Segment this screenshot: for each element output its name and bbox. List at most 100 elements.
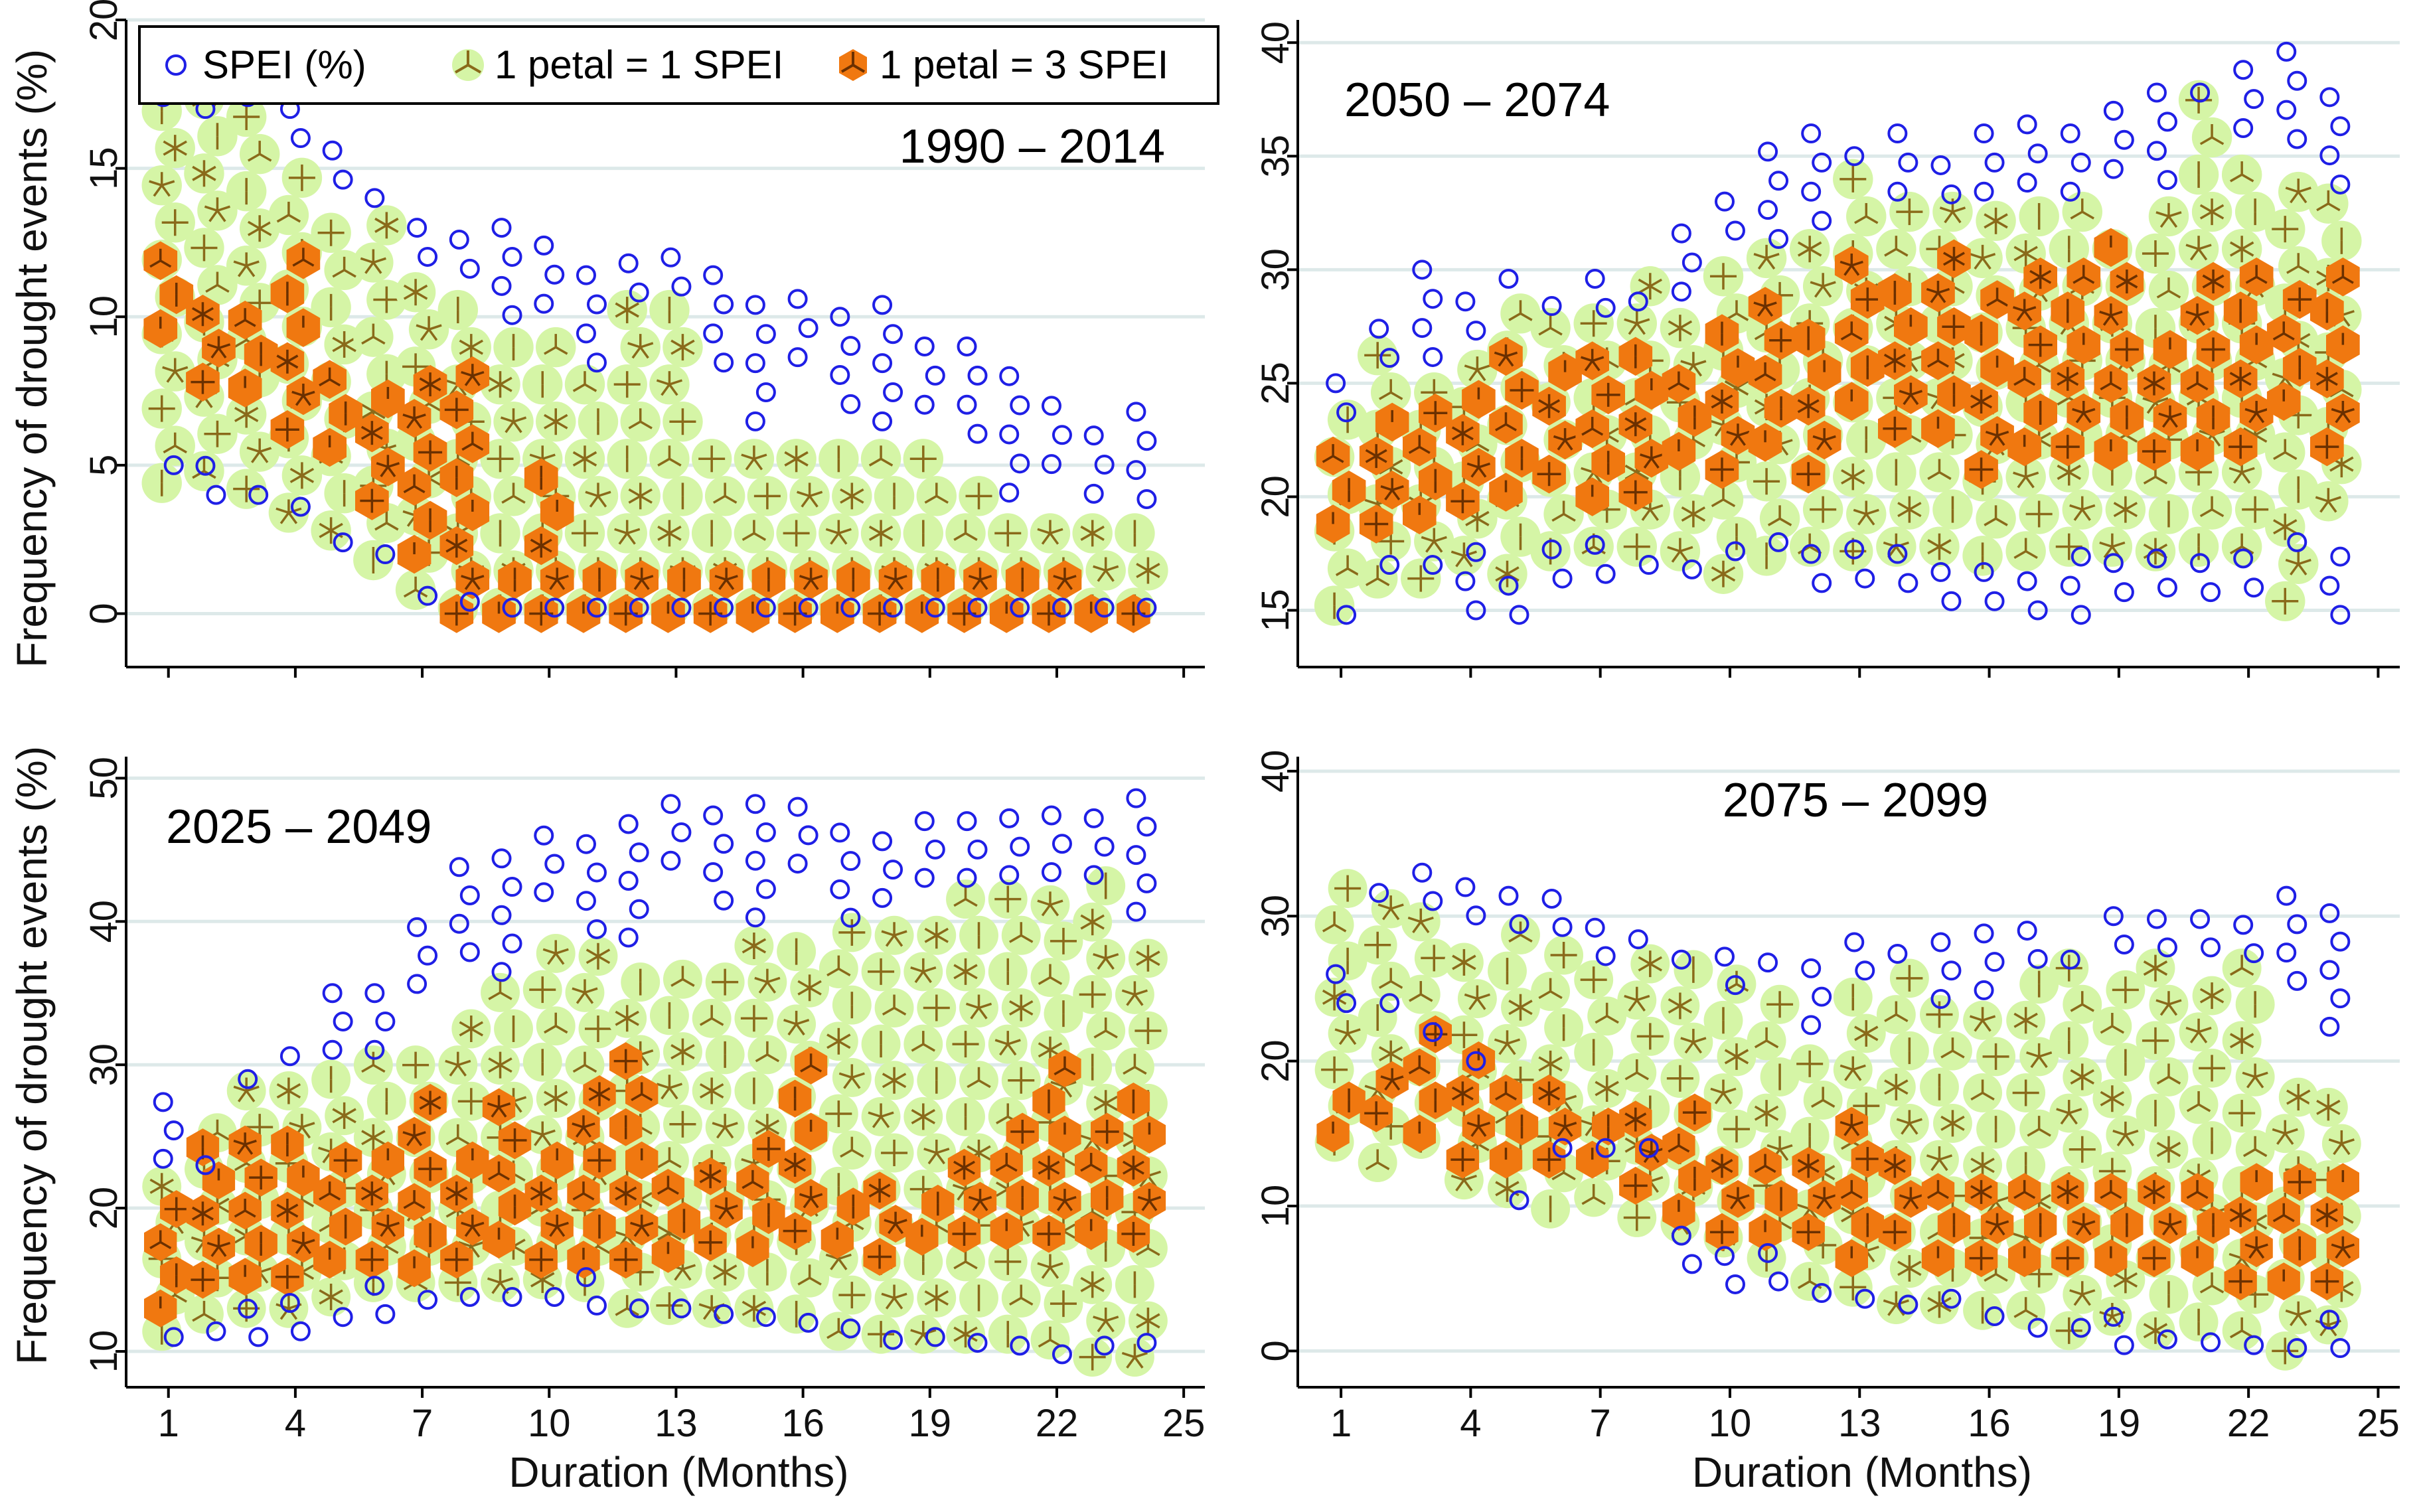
sunflower-dense-petal <box>641 579 650 590</box>
sunflower-light-petal <box>1433 540 1443 553</box>
sunflower-light-petal <box>459 346 472 355</box>
sunflower-light-petal <box>1476 443 1490 452</box>
sunflower-light-petal <box>1136 950 1149 960</box>
sunflower-dense-petal <box>2229 372 2242 380</box>
sunflower-dense-petal <box>2169 412 2182 419</box>
sunflower-dense <box>1850 348 1885 387</box>
sunflower-dense-petal <box>2013 306 2025 313</box>
sunflower-light <box>705 1107 745 1147</box>
sunflower-dense <box>2239 393 2274 433</box>
sunflower-dense-petal <box>1764 305 1774 317</box>
sunflower-dense-petal <box>2153 382 2165 391</box>
spei-point <box>629 282 649 303</box>
spei-point <box>502 305 522 325</box>
sunflower-light-petal <box>668 379 682 386</box>
sunflower-light <box>2148 196 2189 237</box>
sunflower-dense-petal <box>1498 355 1507 367</box>
sunflower-dense-petal <box>556 579 566 590</box>
sunflower-light-petal <box>922 970 932 984</box>
sunflower-dense-hex <box>1834 382 1869 421</box>
sunflower-light-petal <box>544 1091 557 1100</box>
sunflower-light <box>239 133 280 175</box>
sunflower-dense-petal <box>430 383 441 392</box>
sunflower-light <box>832 476 872 516</box>
sunflower-light-petal <box>850 1077 861 1089</box>
sunflower-light-petal <box>1136 957 1149 966</box>
sunflower-dense-petal <box>202 1212 214 1221</box>
sunflower-light-petal <box>1852 469 1865 478</box>
sunflower-light <box>1573 526 1614 567</box>
sunflower-light-petal <box>657 1225 670 1235</box>
sunflower-dense-petal <box>287 354 299 363</box>
spei-point <box>703 265 724 285</box>
sunflower-dense-hex <box>1807 352 1841 392</box>
sunflower-light-petal <box>234 339 248 348</box>
sunflower-dense-petal <box>210 1246 220 1257</box>
spei-point <box>703 323 724 344</box>
sunflower-light-petal <box>1041 1266 1052 1279</box>
sunflower-light <box>1746 536 1787 576</box>
spei-point <box>1812 210 1832 231</box>
sunflower-light-petal <box>1133 994 1144 1006</box>
sunflower-dense-petal <box>1764 301 1777 308</box>
spei-point <box>1714 191 1735 212</box>
sunflower-light-petal <box>1147 1170 1161 1177</box>
sunflower-light-petal <box>1897 502 1911 511</box>
sunflower-light-petal <box>597 491 611 498</box>
spei-point <box>1094 597 1115 618</box>
sunflower-light <box>536 933 576 973</box>
sunflower-light <box>607 364 647 405</box>
sunflower-dense <box>2023 325 2057 364</box>
sunflower-light-petal <box>826 968 840 977</box>
sunflower-light-petal <box>668 384 678 396</box>
sunflower-light-petal <box>766 981 777 994</box>
sunflower-light-petal <box>1126 994 1136 1006</box>
sunflower-dense-hex <box>2266 382 2301 421</box>
sunflower-light-petal <box>668 1232 682 1241</box>
sunflower-light-petal <box>2284 526 2298 535</box>
spei-point <box>1541 296 1562 317</box>
sunflower-light-petal <box>851 1149 864 1158</box>
sunflower-light-petal <box>924 934 937 943</box>
sunflower-light-petal <box>1551 512 1565 522</box>
period-label-p2050: 2050 – 2074 <box>1344 74 1610 127</box>
spei-point <box>840 597 861 618</box>
sunflower-light-petal <box>953 1326 967 1335</box>
sunflower-light-petal <box>576 992 586 1004</box>
sunflower-dense-petal <box>884 575 896 581</box>
sunflower-light-petal <box>826 1040 840 1049</box>
sunflower-light-petal <box>216 1197 230 1207</box>
spei-point <box>1423 555 1443 575</box>
spei-point <box>629 597 649 618</box>
sunflower-light-petal <box>1549 327 1563 336</box>
sunflower-light <box>946 952 985 992</box>
sunflower-light-petal <box>670 1051 684 1060</box>
sunflower-light <box>649 364 690 405</box>
sunflower-light-petal <box>914 1333 925 1346</box>
spei-point <box>967 423 988 444</box>
sunflower-light <box>155 425 195 466</box>
sunflower-dense-petal <box>1548 405 1561 414</box>
sunflower-dense <box>1748 423 1782 462</box>
sunflower-dense-petal <box>2029 269 2041 278</box>
sunflower-light-petal <box>1508 312 1522 321</box>
sunflower-light <box>353 540 394 581</box>
sunflower-dense <box>2094 228 2128 267</box>
sunflower-light-petal <box>1857 513 1867 526</box>
sunflower-dense <box>625 560 659 599</box>
sunflower-light-petal <box>670 346 684 355</box>
sunflower-light-petal <box>1711 573 1724 582</box>
sunflower-light-petal <box>1970 253 1984 260</box>
y-tick-label-p1990-2: 10 <box>82 295 125 339</box>
sunflower-light-petal <box>204 205 218 212</box>
spei-point <box>1010 395 1030 416</box>
sunflower-light <box>705 962 745 1002</box>
sunflower-dense-petal <box>2116 274 2128 283</box>
spei-point <box>2276 100 2297 120</box>
sunflower-light-petal <box>1723 573 1736 582</box>
sunflower-light-petal <box>741 1158 755 1165</box>
sunflower-light-petal <box>301 467 315 477</box>
sunflower-light-petal <box>809 1276 822 1286</box>
sunflower-dense-hex <box>2180 431 2215 471</box>
sunflower-light-petal <box>386 1245 399 1254</box>
